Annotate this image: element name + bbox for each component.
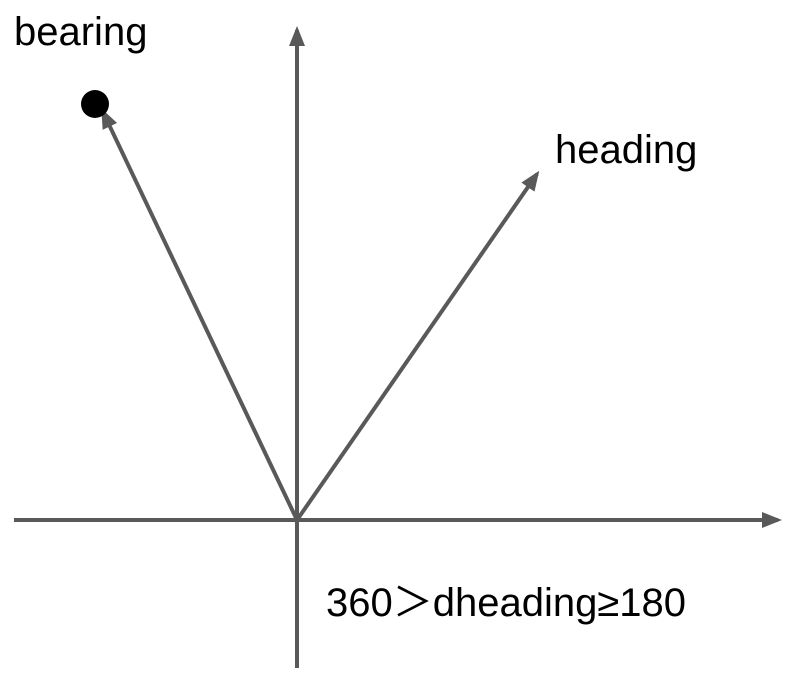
bearing-vector — [103, 112, 297, 520]
heading-vector — [297, 174, 537, 520]
vector-diagram: bearing heading 360＞dheading≥180 — [0, 0, 797, 678]
bearing-endpoint-marker — [81, 90, 109, 118]
bearing-label: bearing — [14, 10, 147, 55]
heading-label: heading — [555, 128, 697, 173]
condition-label: 360＞dheading≥180 — [326, 570, 686, 628]
